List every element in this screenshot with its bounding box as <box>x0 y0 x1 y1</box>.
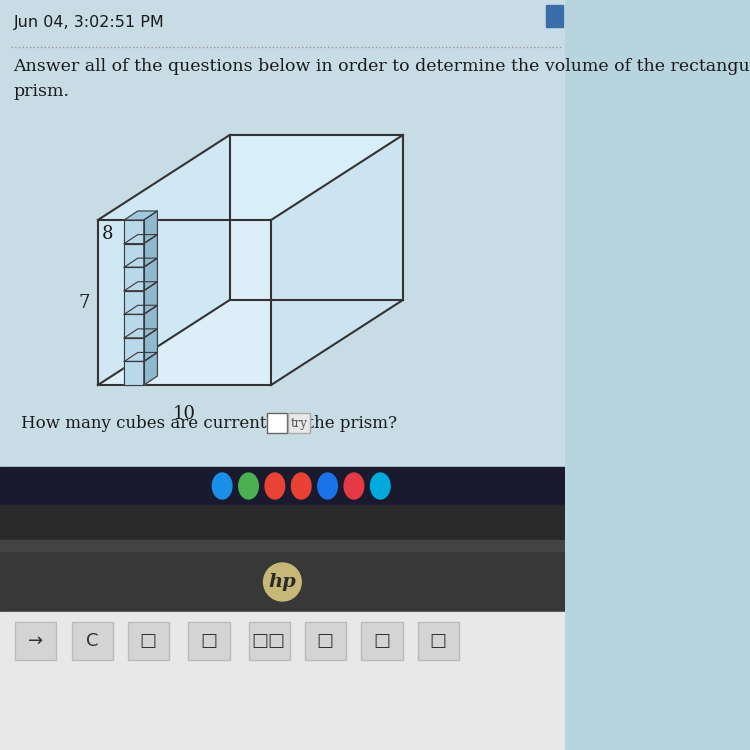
Polygon shape <box>144 352 158 385</box>
Polygon shape <box>124 362 144 385</box>
Bar <box>0 612 565 750</box>
Text: □: □ <box>430 632 447 650</box>
Text: □: □ <box>200 632 217 650</box>
Text: 8: 8 <box>102 225 113 243</box>
Bar <box>0 467 565 505</box>
Ellipse shape <box>263 563 302 601</box>
Bar <box>71 622 113 660</box>
Bar <box>0 552 565 612</box>
Polygon shape <box>124 258 158 267</box>
Polygon shape <box>124 267 144 291</box>
Circle shape <box>318 473 338 499</box>
Bar <box>267 413 287 433</box>
Polygon shape <box>144 211 158 244</box>
Text: □: □ <box>316 632 334 650</box>
Text: How many cubes are currently in the prism?: How many cubes are currently in the pris… <box>21 415 397 432</box>
Bar <box>546 5 562 27</box>
Bar <box>0 540 565 552</box>
Polygon shape <box>124 314 144 338</box>
Bar <box>188 622 230 660</box>
Polygon shape <box>144 305 158 338</box>
Polygon shape <box>144 235 158 267</box>
Polygon shape <box>271 135 403 385</box>
Text: Jun 04, 3:02:51 PM: Jun 04, 3:02:51 PM <box>13 15 164 30</box>
Polygon shape <box>124 328 158 338</box>
Polygon shape <box>98 220 271 385</box>
Circle shape <box>238 473 258 499</box>
Bar <box>362 622 403 660</box>
Circle shape <box>344 473 364 499</box>
Text: 10: 10 <box>173 405 196 423</box>
Polygon shape <box>144 282 158 314</box>
Circle shape <box>292 473 311 499</box>
Bar <box>248 622 290 660</box>
Polygon shape <box>124 211 158 220</box>
Bar <box>128 622 170 660</box>
Text: hp: hp <box>268 573 296 591</box>
Bar <box>0 0 565 467</box>
Bar <box>305 622 347 660</box>
Polygon shape <box>144 328 158 362</box>
Polygon shape <box>124 244 144 267</box>
Polygon shape <box>124 220 144 244</box>
Text: Answer all of the questions below in order to determine the volume of the rectan: Answer all of the questions below in ord… <box>13 58 750 75</box>
Polygon shape <box>98 135 403 220</box>
Text: □□: □□ <box>252 632 286 650</box>
Polygon shape <box>124 338 144 362</box>
Bar <box>15 622 56 660</box>
Circle shape <box>265 473 285 499</box>
Polygon shape <box>144 258 158 291</box>
Circle shape <box>370 473 390 499</box>
Bar <box>418 622 459 660</box>
Polygon shape <box>124 235 158 244</box>
Circle shape <box>212 473 232 499</box>
Polygon shape <box>124 352 158 362</box>
Text: →: → <box>28 632 43 650</box>
Polygon shape <box>124 282 158 291</box>
Text: □: □ <box>374 632 390 650</box>
Text: C: C <box>86 632 98 650</box>
Polygon shape <box>124 291 144 314</box>
Text: try: try <box>290 416 308 430</box>
Bar <box>0 505 565 540</box>
Polygon shape <box>124 305 158 314</box>
Polygon shape <box>98 135 230 385</box>
Text: prism.: prism. <box>13 83 70 100</box>
Text: 7: 7 <box>79 293 90 311</box>
Text: □: □ <box>140 632 157 650</box>
Bar <box>289 413 310 433</box>
